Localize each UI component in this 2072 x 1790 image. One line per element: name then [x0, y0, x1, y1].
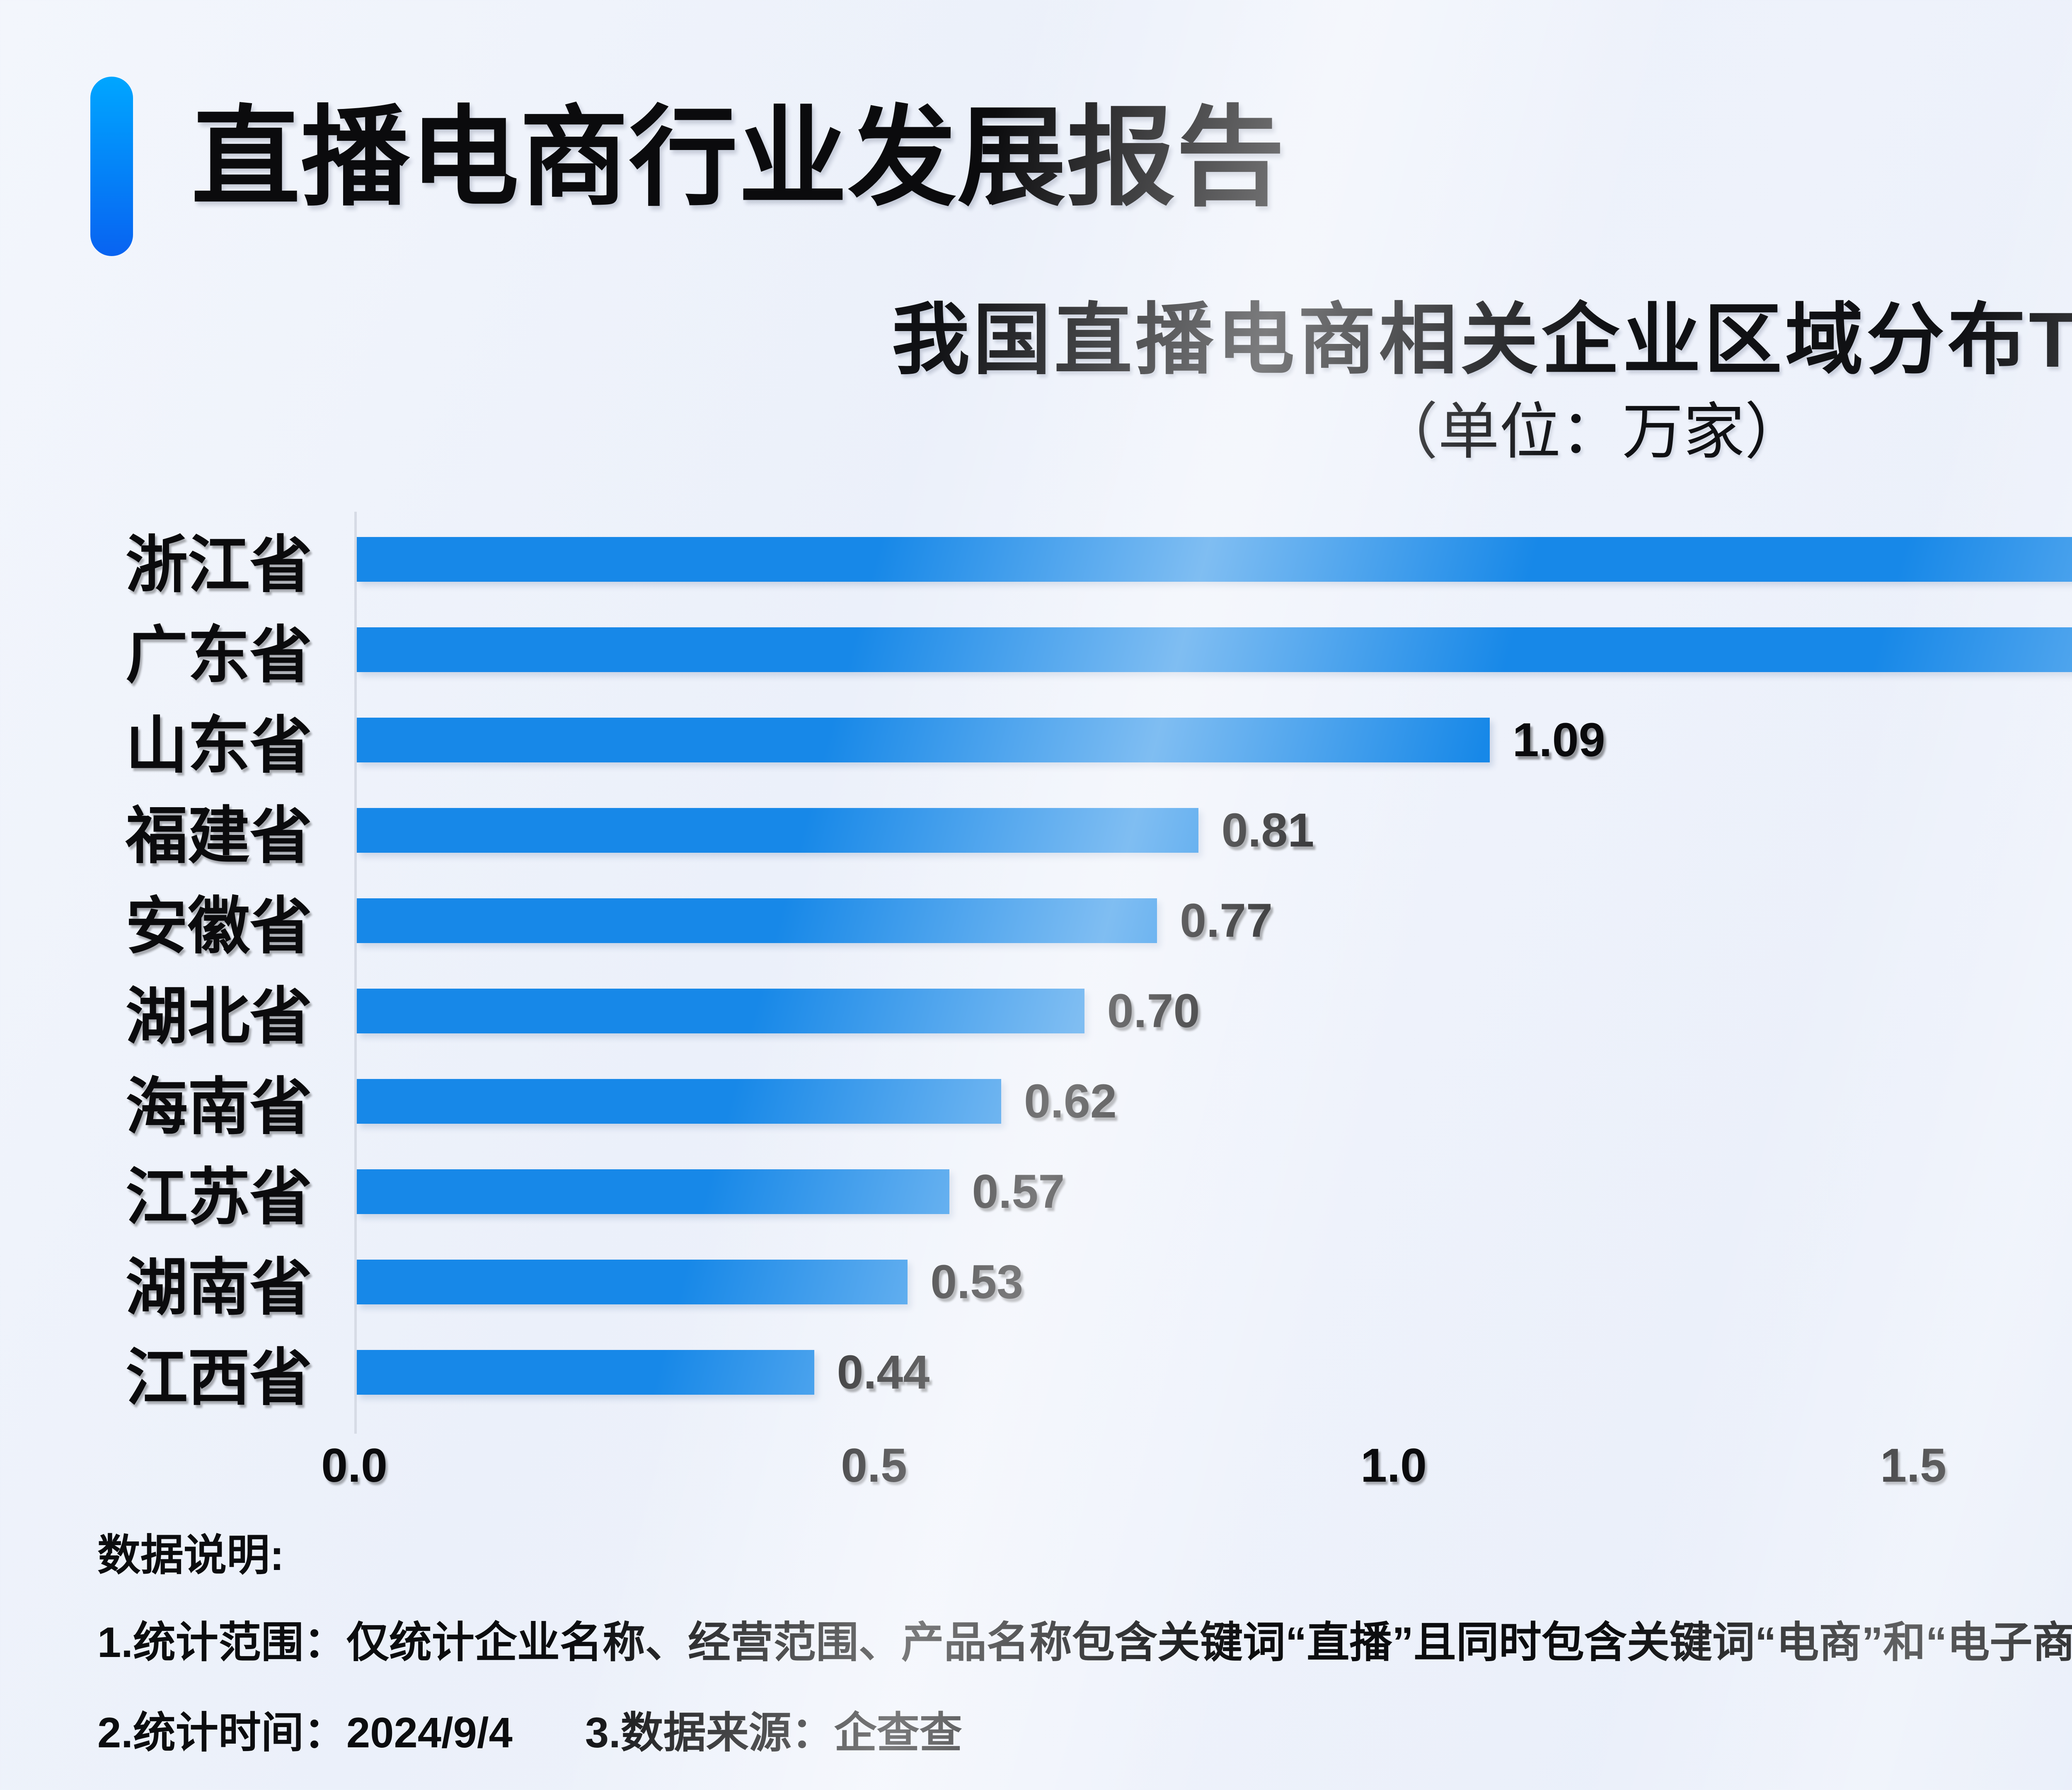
page-title: 直播电商行业发展报告 — [191, 97, 1285, 218]
bar — [357, 808, 1199, 853]
x-tick-label: 0.0 — [321, 1439, 387, 1492]
note-data-source: 3.数据来源：企查查 — [585, 1709, 962, 1756]
bar — [357, 1169, 949, 1214]
note-stat-time: 2.统计时间：2024/9/4 — [97, 1709, 513, 1756]
bar-track: 1.09 — [357, 713, 2072, 767]
value-label: 0.77 — [1180, 894, 1273, 947]
bar — [357, 627, 2072, 672]
bar-track: 0.53 — [357, 1255, 2072, 1309]
chart-row: 湖北省 0.70 — [0, 966, 2072, 1056]
category-label: 广东省 — [125, 620, 312, 690]
chart-subtitle: （单位：万家） — [1377, 398, 1806, 466]
chart-row: 福建省 0.81 — [0, 785, 2072, 876]
bar-track: 0.62 — [357, 1074, 2072, 1129]
x-tick-label: 0.5 — [841, 1439, 907, 1492]
category-label: 江西省 — [125, 1342, 312, 1413]
chart-title: 我国直播电商相关企业区域分布TOP10 — [891, 296, 2072, 383]
bar-track: 1.84 — [357, 622, 2072, 677]
category-label: 湖北省 — [125, 981, 312, 1051]
category-label: 安徽省 — [125, 891, 312, 961]
x-axis-ticks: 0.00.51.01.52.02.5 — [321, 1439, 2072, 1492]
chart-row: 山东省 1.09 — [0, 695, 2072, 785]
value-label: 0.53 — [930, 1255, 1024, 1309]
category-label: 湖南省 — [125, 1252, 312, 1322]
bar — [357, 1260, 908, 1304]
bar-track: 0.77 — [357, 893, 2072, 948]
x-tick-label: 1.0 — [1360, 1439, 1427, 1492]
title-accent-bar — [90, 77, 133, 256]
chart-row: 浙江省 2.05 — [0, 514, 2072, 605]
bar — [357, 1079, 1001, 1124]
bar — [357, 1350, 814, 1395]
note-line-2: 2.统计时间：2024/9/4 3.数据来源：企查查 — [97, 1698, 962, 1760]
note-line-1: 1.统计范围：仅统计企业名称、经营范围、产品名称包含关键词“直播”且同时包含关键… — [97, 1618, 2072, 1666]
bar — [357, 989, 1084, 1033]
notes-heading: 数据说明: — [97, 1531, 284, 1580]
category-label: 江苏省 — [125, 1162, 312, 1232]
category-label: 浙江省 — [125, 530, 312, 600]
value-label: 0.81 — [1221, 804, 1314, 857]
bar-track: 0.57 — [357, 1164, 2072, 1219]
chart-row: 湖南省 0.53 — [0, 1237, 2072, 1327]
category-label: 海南省 — [125, 1072, 312, 1142]
y-axis-line — [354, 512, 357, 1434]
bar-track: 0.70 — [357, 984, 2072, 1038]
bar — [357, 718, 1490, 762]
chart-row: 海南省 0.62 — [0, 1056, 2072, 1147]
bar — [357, 898, 1157, 943]
bar-rows: 浙江省 2.05 广东省 1.84 山东省 1.09 福建省 0.81 安徽省 … — [0, 514, 2072, 1417]
x-tick-label: 1.5 — [1880, 1439, 1946, 1492]
value-label: 1.09 — [1512, 714, 1605, 767]
chart-row: 安徽省 0.77 — [0, 876, 2072, 966]
category-label: 福建省 — [125, 801, 312, 871]
bar-track: 0.44 — [357, 1345, 2072, 1400]
value-label: 0.62 — [1024, 1075, 1117, 1128]
chart-row: 江苏省 0.57 — [0, 1147, 2072, 1237]
category-label: 山东省 — [125, 710, 312, 780]
chart-row: 广东省 1.84 — [0, 605, 2072, 695]
bar-track: 2.05 — [357, 532, 2072, 587]
value-label: 0.44 — [837, 1346, 930, 1399]
chart-row: 江西省 0.44 — [0, 1327, 2072, 1417]
value-label: 0.70 — [1107, 984, 1200, 1038]
bar — [357, 537, 2072, 582]
bar-track: 0.81 — [357, 803, 2072, 858]
value-label: 0.57 — [972, 1165, 1065, 1218]
